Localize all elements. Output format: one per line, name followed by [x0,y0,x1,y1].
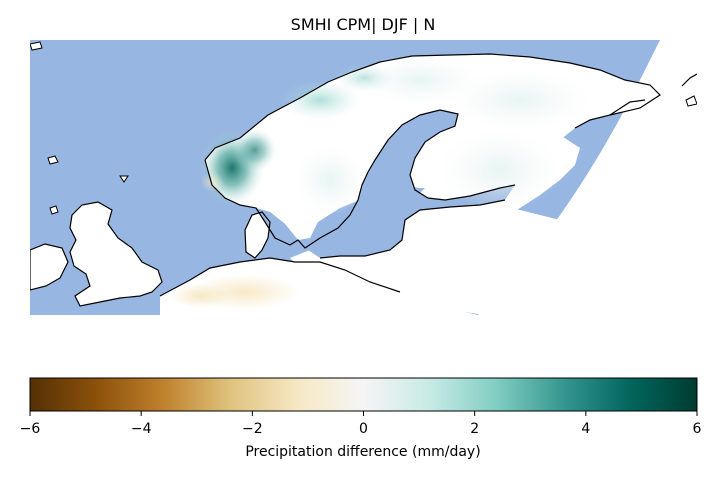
precip-anomaly-field [170,55,590,310]
shetland-islands [47,155,129,215]
colorbar-tick-label: 6 [693,421,702,437]
baltic-sea [305,110,515,258]
colorbar-tick-label: −4 [131,421,152,437]
small-islands [30,41,697,107]
outside-domain-area [478,40,697,315]
colorbar-label: Precipitation difference (mm/day) [245,444,480,460]
colorbar-tick-label: 2 [470,421,479,437]
colorbar: −6 −4 −2 0 2 4 6 Precipitation difference (mm/… [20,377,702,460]
british-isles [30,155,163,307]
colorbar-tick-label: 0 [359,421,368,437]
colorbar-gradient-bar [29,377,698,412]
colorbar-tick-label: 4 [581,421,590,437]
map-panel [30,40,697,315]
map-title: SMHI CPM| DJF | N [291,15,436,34]
colorbar-tick-label: −6 [20,421,41,437]
coastlines [159,53,697,297]
colorbar-ticks: −6 −4 −2 0 2 4 6 [20,411,702,437]
colorbar-tick-label: −2 [242,421,263,437]
ireland-land [30,243,69,291]
